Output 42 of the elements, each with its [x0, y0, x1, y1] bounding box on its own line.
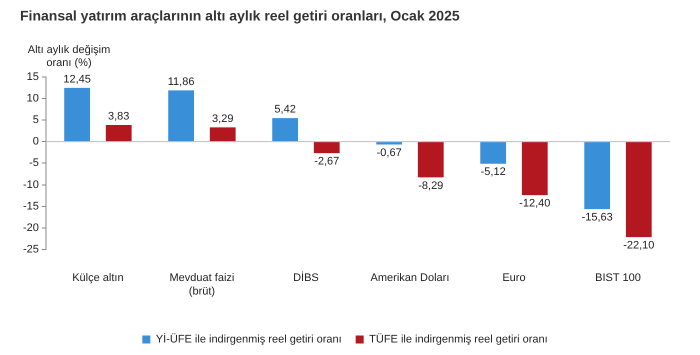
data-label: -5,12 — [480, 166, 506, 178]
bar — [584, 142, 610, 210]
bar — [480, 142, 506, 164]
x-tick-label: Amerikan Doları — [370, 272, 450, 284]
data-label: -15,63 — [582, 212, 613, 224]
y-tick-label: -25 — [22, 244, 39, 256]
bar — [272, 118, 298, 142]
x-tick-label: Mevduat faizi (brüt) — [170, 272, 234, 298]
bar — [626, 142, 652, 238]
x-tick-label: Külçe altın — [72, 272, 124, 284]
y-tick-label: 0 — [32, 136, 39, 148]
y-tick-label: -20 — [22, 222, 39, 234]
data-label: 12,45 — [63, 73, 91, 86]
data-label: -12,40 — [519, 198, 550, 210]
bar — [168, 90, 194, 142]
y-tick-label: 15 — [26, 70, 39, 83]
data-label: -8,29 — [418, 180, 444, 192]
y-tick-label: 10 — [26, 92, 39, 104]
y-tick-label: -5 — [29, 157, 39, 170]
bar — [64, 88, 90, 142]
y-tick-label: -10 — [22, 178, 39, 191]
x-tick-label: BIST 100 — [595, 272, 641, 284]
bar — [314, 142, 340, 154]
x-tick-label: Euro — [502, 272, 526, 284]
legend-label: Yİ-ÜFE ile indirgenmiş reel getiri oranı — [156, 332, 342, 346]
y-tick-label: -15 — [22, 200, 39, 212]
y-tick-label: 5 — [32, 114, 39, 126]
chart-title: Finansal yatırım araçlarının altı aylık reel getiri oranları, Ocak 2025 — [20, 7, 460, 24]
y-axis-title: Altı aylık değişim oranı (%) — [26, 44, 112, 70]
data-label: -0,67 — [376, 147, 402, 160]
data-label: 11,86 — [168, 76, 194, 88]
x-tick-label: DİBS — [293, 271, 319, 284]
data-label: 5,42 — [274, 104, 296, 116]
bar — [522, 142, 548, 196]
data-label: -22,10 — [623, 240, 654, 252]
data-label: 3,29 — [212, 112, 234, 125]
bar — [106, 125, 132, 142]
data-label: -2,67 — [314, 156, 340, 168]
bar — [210, 127, 236, 142]
bar — [418, 142, 444, 178]
data-label: 3,83 — [108, 110, 130, 123]
legend-label: TÜFE ile indirgenmiş reel getiri oranı — [369, 332, 548, 346]
